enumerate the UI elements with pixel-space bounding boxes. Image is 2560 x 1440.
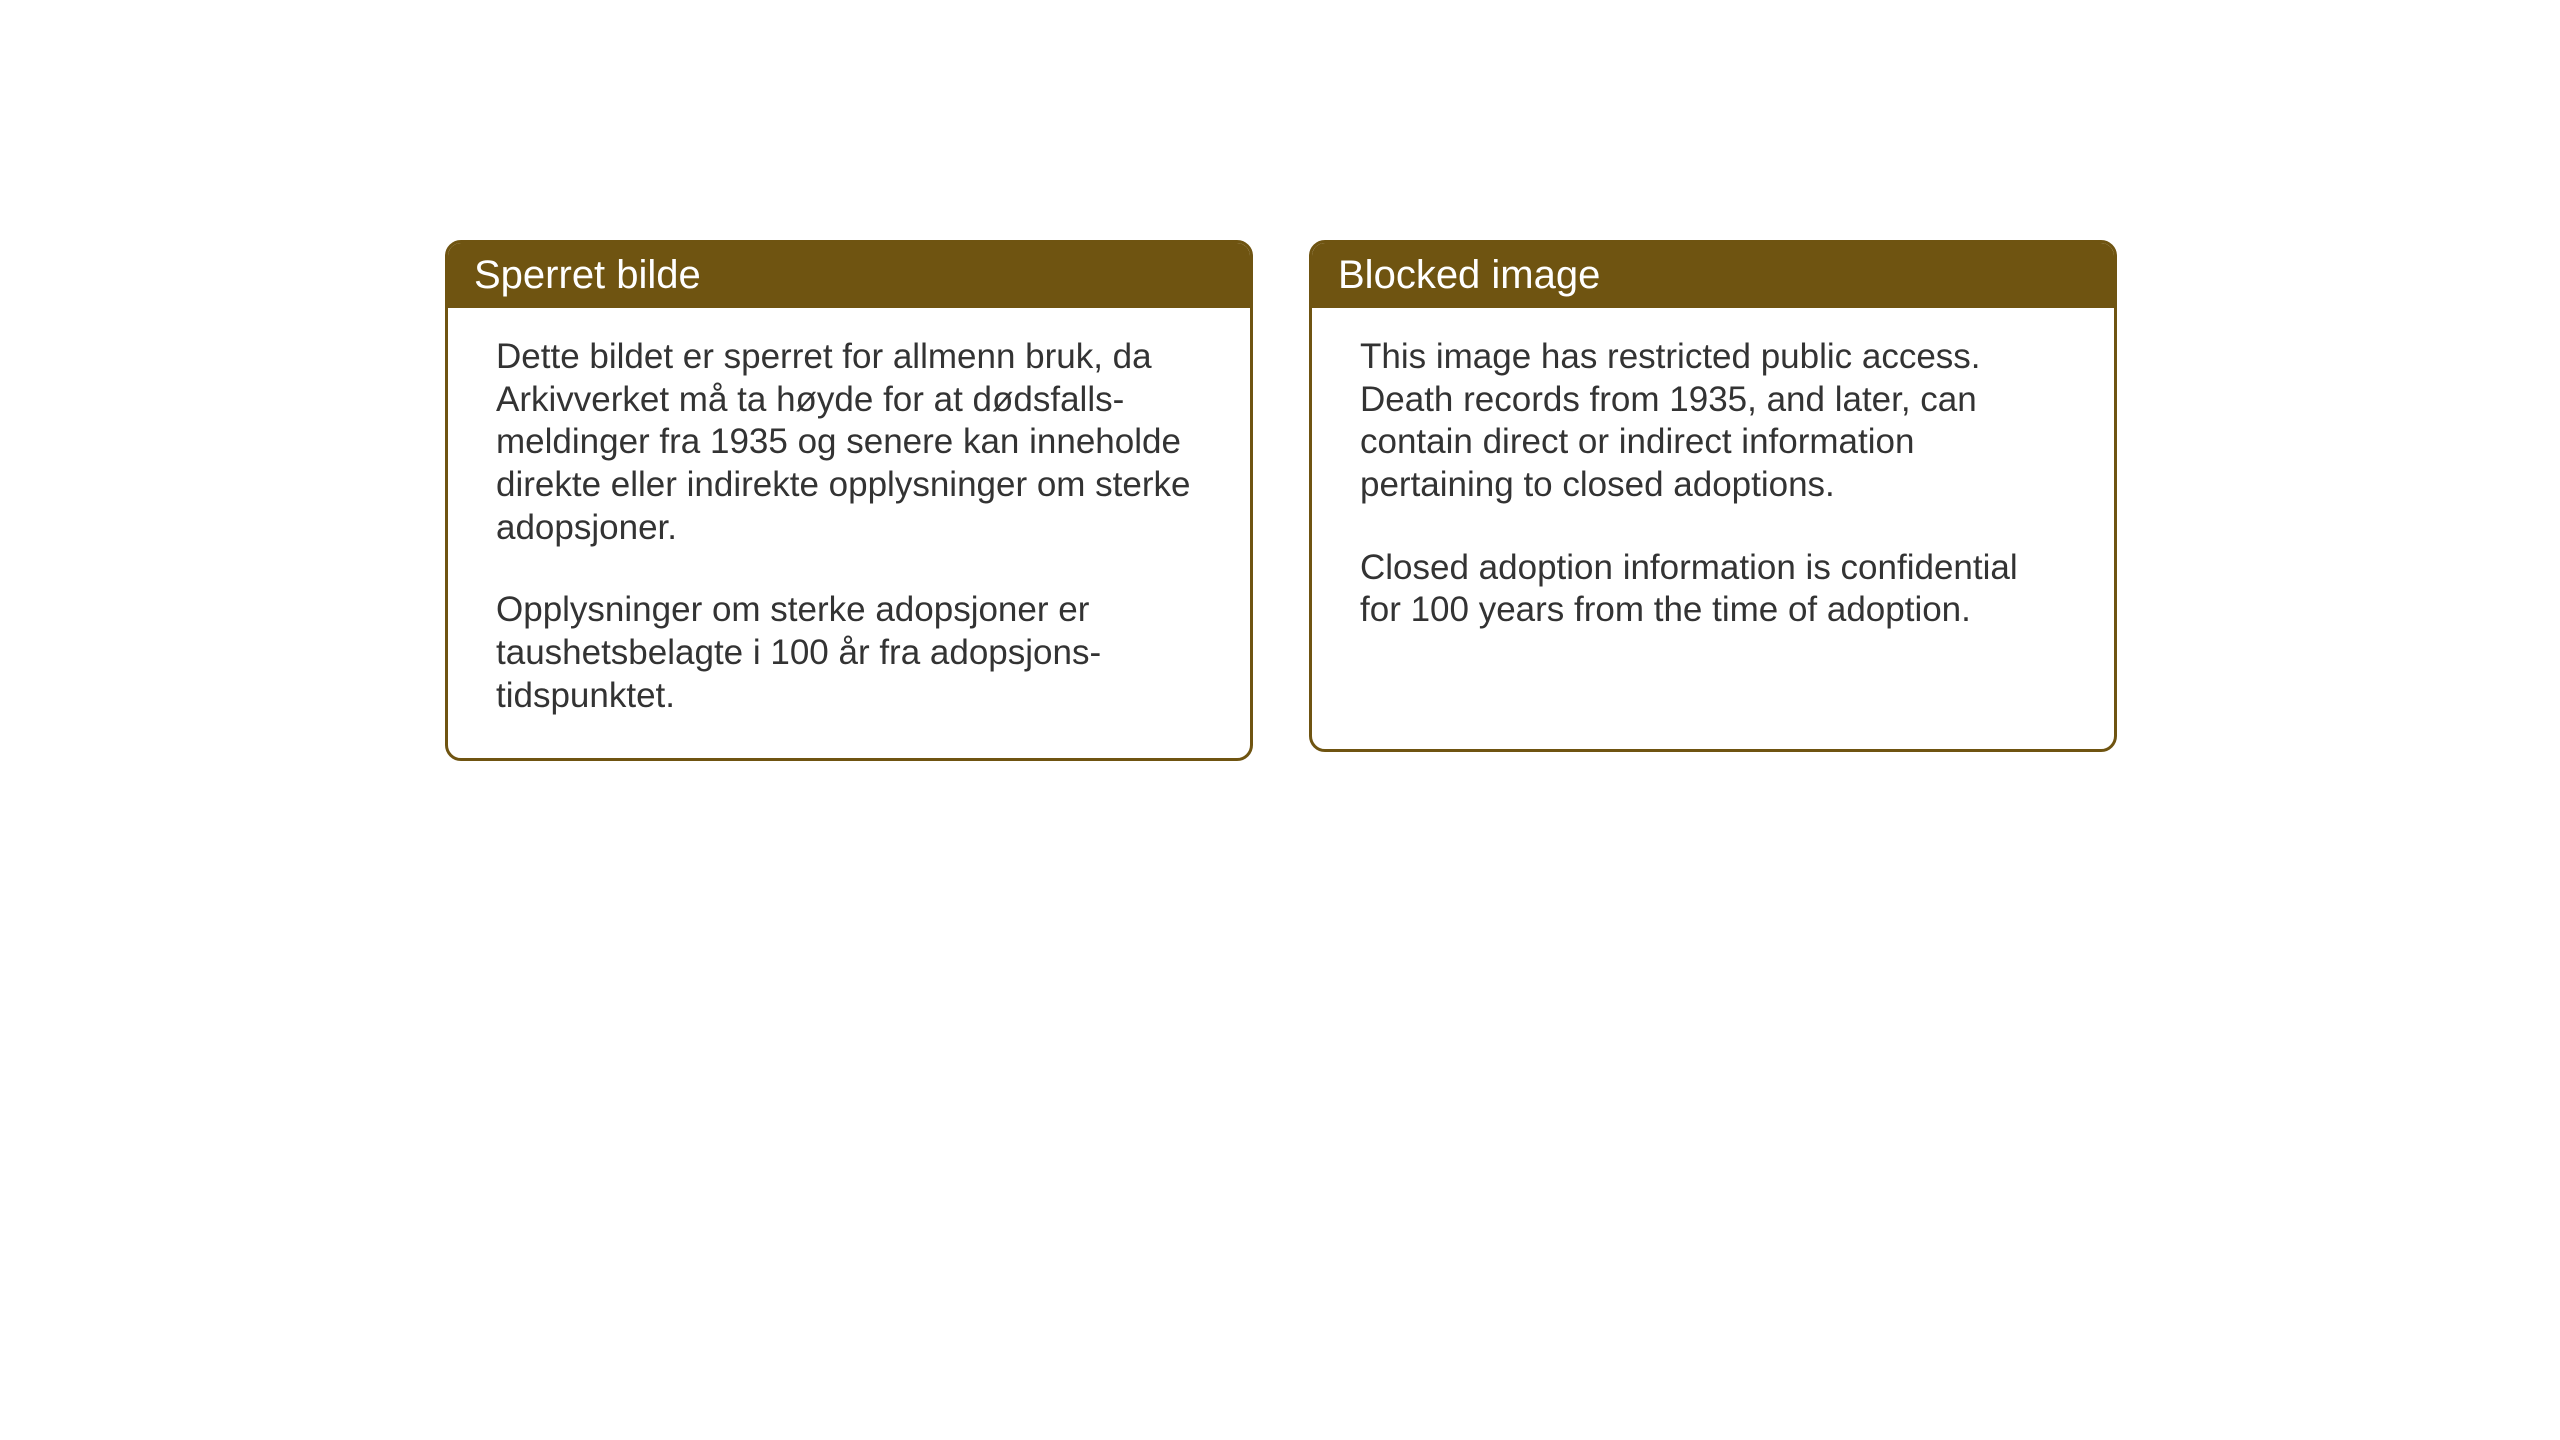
- card-body-english: This image has restricted public access.…: [1312, 308, 2114, 672]
- card-paragraph-norwegian-2: Opplysninger om sterke adopsjoner er tau…: [496, 589, 1202, 717]
- notice-card-norwegian: Sperret bilde Dette bildet er sperret fo…: [445, 240, 1253, 761]
- card-title-english: Blocked image: [1338, 253, 1600, 297]
- card-title-norwegian: Sperret bilde: [474, 253, 701, 297]
- card-header-english: Blocked image: [1312, 243, 2114, 308]
- card-header-norwegian: Sperret bilde: [448, 243, 1250, 308]
- card-body-norwegian: Dette bildet er sperret for allmenn bruk…: [448, 308, 1250, 758]
- card-paragraph-norwegian-1: Dette bildet er sperret for allmenn bruk…: [496, 336, 1202, 549]
- card-paragraph-english-2: Closed adoption information is confident…: [1360, 547, 2066, 632]
- card-paragraph-english-1: This image has restricted public access.…: [1360, 336, 2066, 507]
- notice-container: Sperret bilde Dette bildet er sperret fo…: [445, 240, 2117, 761]
- notice-card-english: Blocked image This image has restricted …: [1309, 240, 2117, 752]
